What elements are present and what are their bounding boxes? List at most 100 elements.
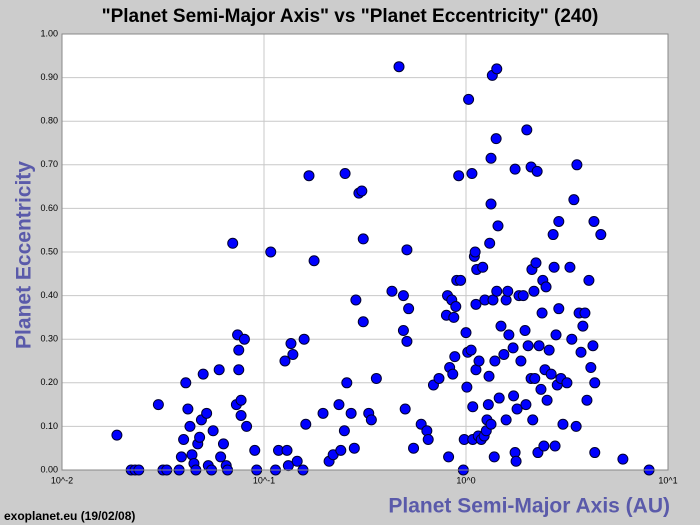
point [241,420,253,432]
y-axis-label: Planet Eccentricity [13,161,36,349]
point [235,394,247,406]
y-tick-label: 0.60 [40,203,58,213]
point [527,414,539,426]
point [308,255,320,267]
x-tick-label: 10^1 [658,475,677,485]
point [357,316,369,328]
point [397,290,409,302]
point [500,414,512,426]
point [249,444,261,456]
point [577,320,589,332]
point [453,170,465,182]
point [433,372,445,384]
point [502,285,514,297]
y-tick-label: 0.10 [40,421,58,431]
point [233,364,245,376]
point [585,362,597,374]
point [490,133,502,145]
point [403,303,415,315]
point [531,165,543,177]
point [111,429,123,441]
point [547,229,559,241]
point [341,377,353,389]
point [335,444,347,456]
point [461,381,473,393]
point [588,215,600,227]
point [522,340,534,352]
point [489,355,501,367]
point [393,61,405,73]
chart-title: "Planet Semi-Major Axis" vs "Planet Ecce… [102,6,599,27]
point [503,329,515,341]
point [175,451,187,463]
point [581,394,593,406]
point [533,340,545,352]
y-tick-label: 0.70 [40,159,58,169]
point [557,418,569,430]
point [467,401,479,413]
point [338,425,350,437]
point [485,198,497,210]
point [356,185,368,197]
point [265,246,277,258]
point [498,348,510,360]
x-axis-label: Planet Semi-Major Axis (AU) [388,495,670,518]
point [207,425,219,437]
point [477,261,489,273]
point [448,311,460,323]
point [466,168,478,180]
point [548,261,560,273]
point [194,431,206,443]
point [543,344,555,356]
point [182,403,194,415]
point [521,124,533,136]
point [493,392,505,404]
point [465,344,477,356]
point [541,394,553,406]
point [553,215,565,227]
point [298,333,310,345]
point [483,370,495,382]
point [566,333,578,345]
point [617,453,629,465]
point [571,159,583,171]
point [184,420,196,432]
point [545,368,557,380]
point [508,390,520,402]
x-tick-label: 10^-1 [253,475,275,485]
y-tick-label: 0.90 [40,72,58,82]
x-tick-label: 10^0 [456,475,475,485]
point [538,440,550,452]
point [517,290,529,302]
point [291,455,303,467]
point [587,340,599,352]
point [550,329,562,341]
point [197,368,209,380]
point [443,451,455,463]
point [345,407,357,419]
point [485,418,497,430]
point [540,281,552,293]
point [178,433,190,445]
point [317,407,329,419]
point [536,307,548,319]
point [386,285,398,297]
point [279,355,291,367]
points [111,61,655,476]
point [401,335,413,347]
point [528,285,540,297]
point [447,368,459,380]
point [180,377,192,389]
point [568,194,580,206]
point [491,285,503,297]
point [495,320,507,332]
point [530,257,542,269]
y-tick-label: 0.40 [40,290,58,300]
point [589,377,601,389]
point [408,442,420,454]
plot-border [61,33,669,471]
point [575,346,587,358]
y-tick-label: 0.30 [40,334,58,344]
point [595,229,607,241]
point [339,168,351,180]
